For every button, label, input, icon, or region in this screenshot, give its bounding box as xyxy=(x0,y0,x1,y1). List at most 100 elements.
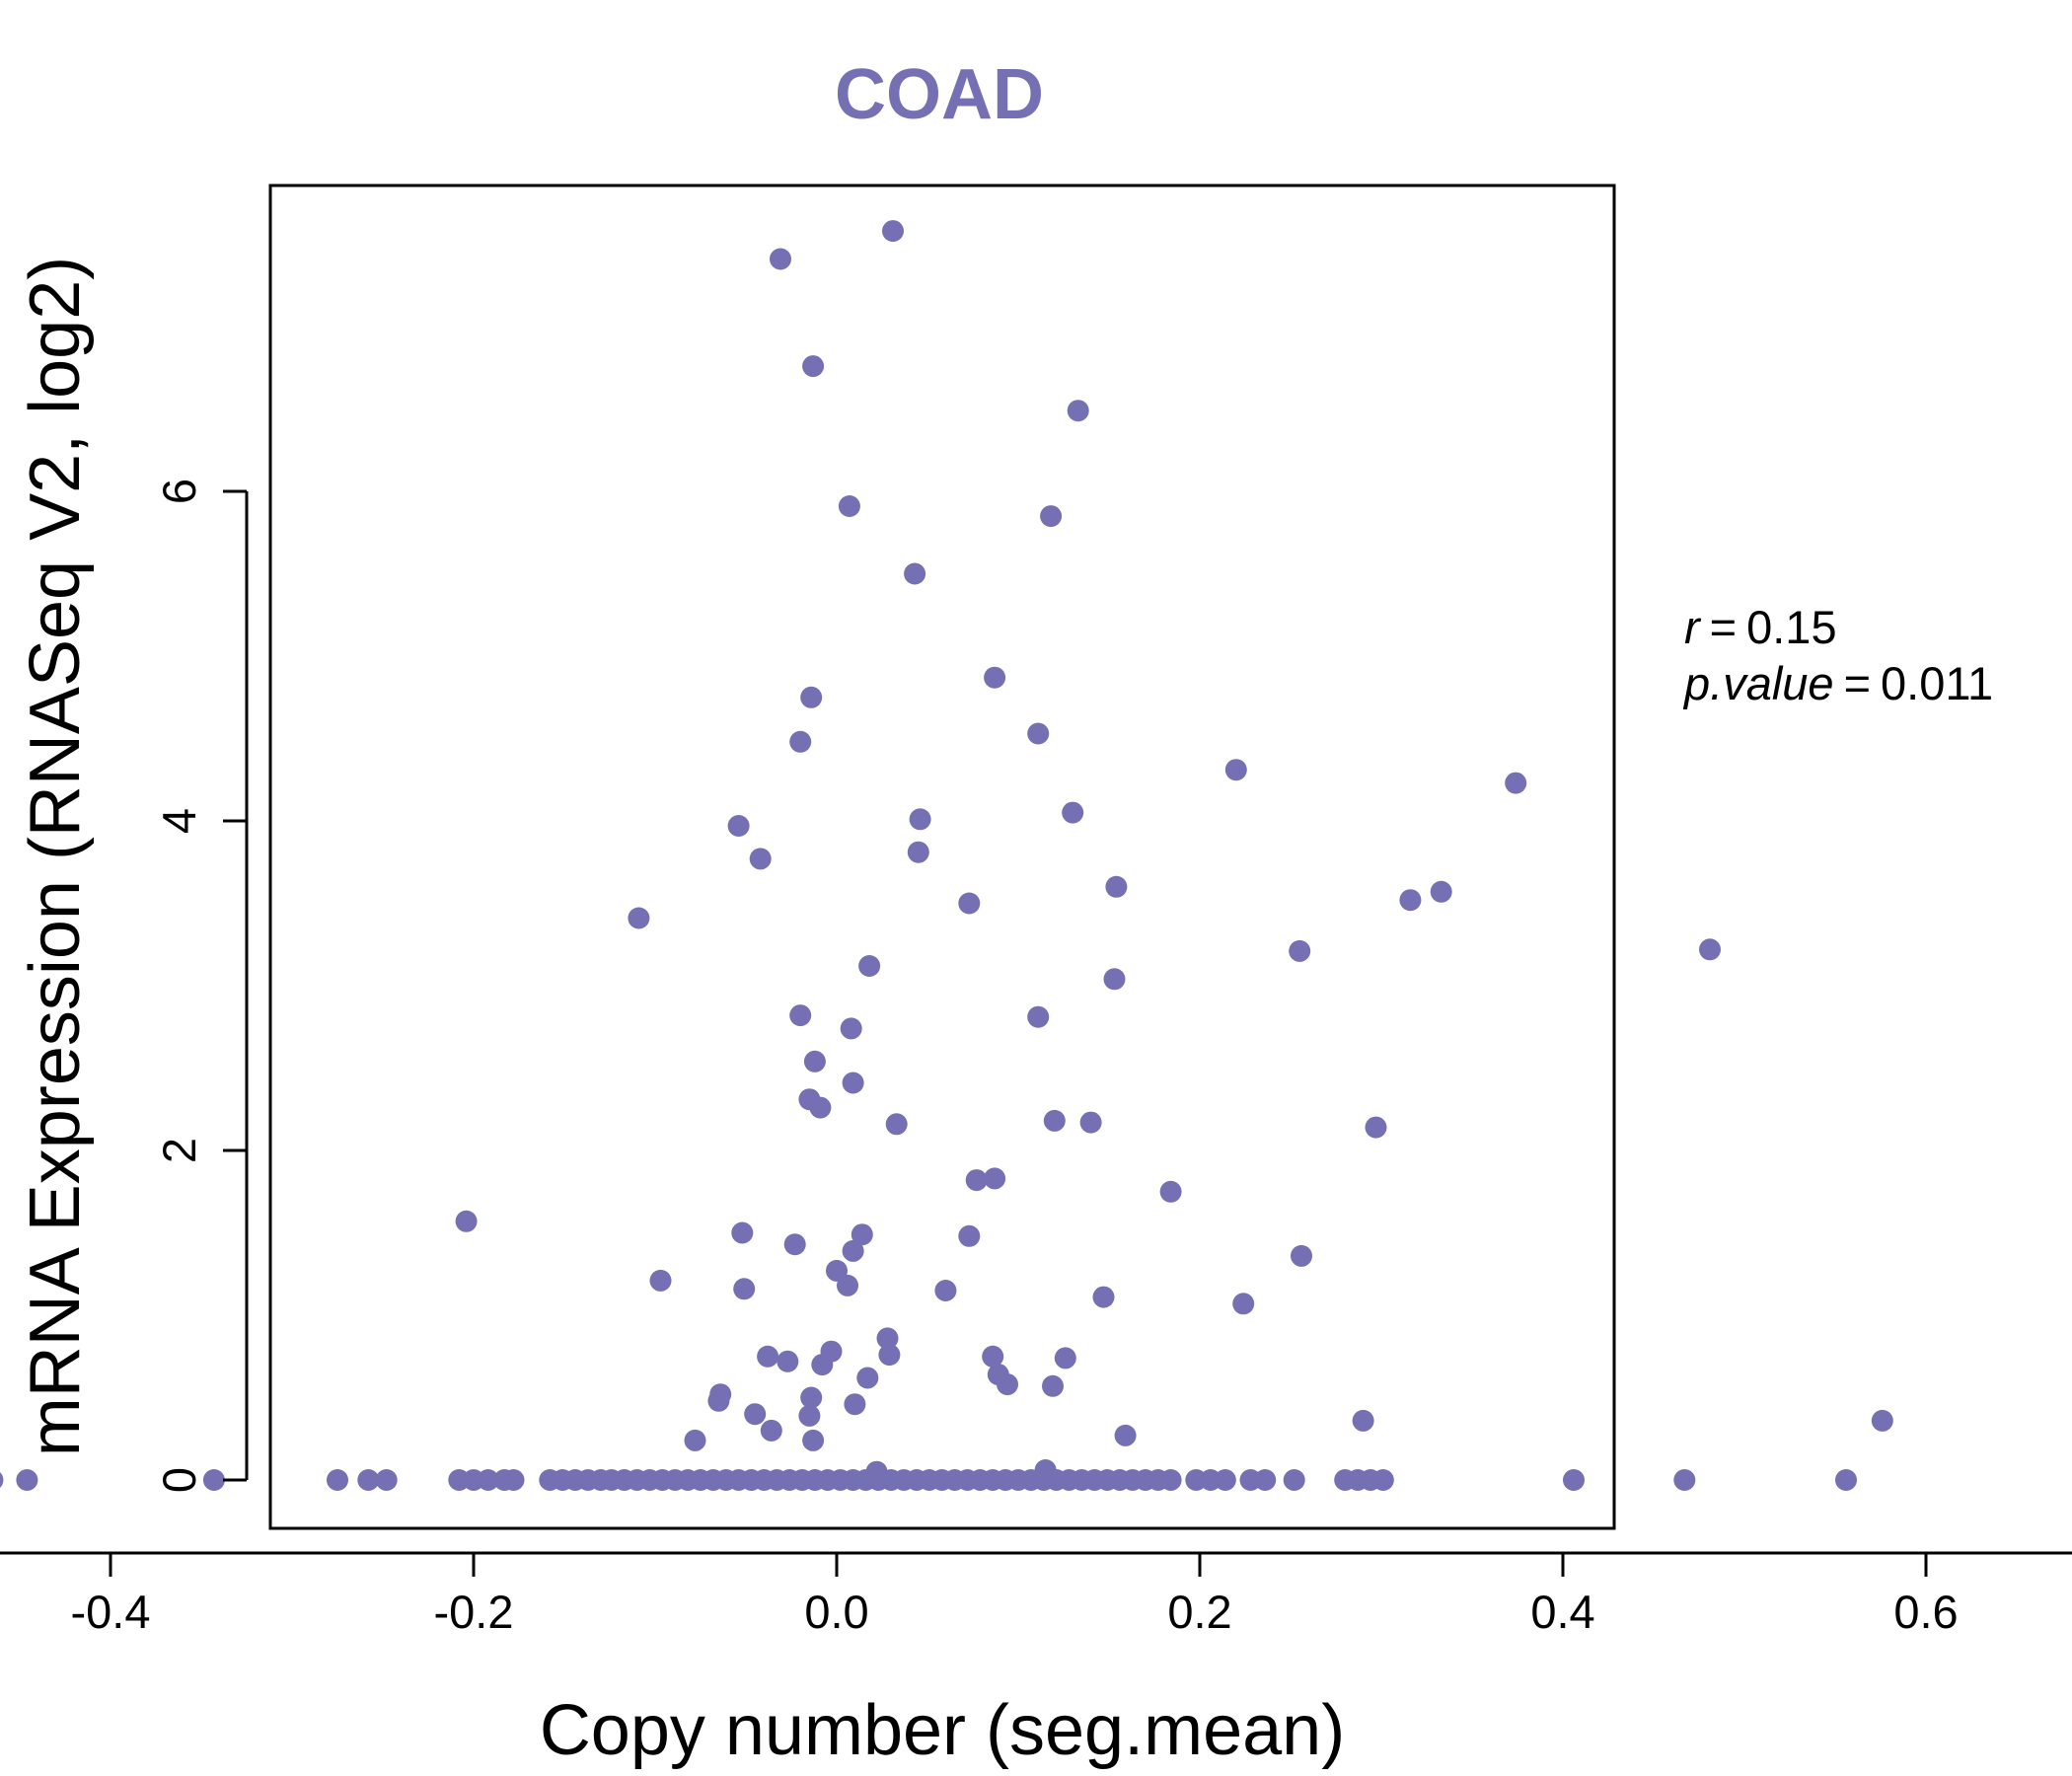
data-point xyxy=(628,907,650,929)
data-point xyxy=(1254,1469,1277,1491)
data-point xyxy=(851,1223,873,1246)
chart-title: COAD xyxy=(835,55,1044,134)
p-stat: p.value = 0.011 xyxy=(1682,657,1993,709)
p-label: p.value xyxy=(1682,657,1834,709)
data-point xyxy=(798,1404,821,1427)
data-point xyxy=(800,686,823,708)
data-point xyxy=(1105,875,1128,898)
data-point xyxy=(1159,1469,1182,1491)
r-value: 0.15 xyxy=(1746,601,1836,653)
data-point xyxy=(809,1096,832,1119)
data-point xyxy=(1365,1116,1387,1139)
data-point xyxy=(876,1327,899,1350)
data-point xyxy=(1430,880,1452,903)
data-point xyxy=(789,730,812,753)
data-point xyxy=(1224,759,1247,781)
data-point xyxy=(727,815,750,837)
data-point xyxy=(958,892,981,915)
data-point xyxy=(16,1469,38,1491)
data-point xyxy=(997,1373,1018,1396)
data-point xyxy=(858,955,881,977)
data-point xyxy=(842,1072,864,1094)
data-point xyxy=(838,495,860,517)
r-equals: = xyxy=(1710,601,1737,653)
y-tick-label: 0 xyxy=(153,1467,205,1493)
x-axis: -0.6-0.4-0.20.00.20.40.60.8 xyxy=(0,1551,2072,1638)
data-point xyxy=(684,1429,706,1451)
y-tick-label: 6 xyxy=(153,479,205,504)
data-point xyxy=(733,1278,756,1300)
data-point xyxy=(842,1239,864,1262)
data-point xyxy=(882,220,904,243)
data-point xyxy=(789,1004,812,1027)
data-point xyxy=(731,1221,754,1244)
data-point xyxy=(1040,505,1063,528)
data-point xyxy=(982,1345,1004,1368)
x-tick-label: -0.4 xyxy=(71,1586,151,1638)
data-point xyxy=(844,1393,866,1416)
data-point xyxy=(770,248,791,270)
p-value: 0.011 xyxy=(1881,657,1993,709)
data-point xyxy=(757,1345,779,1368)
data-point xyxy=(0,1472,4,1488)
data-point xyxy=(856,1367,879,1389)
data-point xyxy=(749,848,772,870)
data-point xyxy=(1027,1005,1050,1028)
data-point xyxy=(327,1469,348,1491)
data-point xyxy=(811,1354,834,1376)
data-point xyxy=(1399,889,1422,912)
data-point xyxy=(744,1403,767,1426)
data-point xyxy=(965,1169,988,1192)
x-tick-label: 0.6 xyxy=(1893,1586,1958,1638)
data-point xyxy=(1054,1347,1076,1369)
data-point xyxy=(502,1469,525,1491)
data-point xyxy=(1371,1469,1394,1491)
data-point xyxy=(1092,1286,1115,1308)
data-point xyxy=(202,1469,225,1491)
stats-annotation: r = 0.15 p.value = 0.011 xyxy=(1682,601,1993,709)
data-point xyxy=(477,1469,499,1491)
data-point xyxy=(1673,1469,1696,1491)
data-point xyxy=(1027,722,1050,745)
data-point xyxy=(878,1344,901,1367)
y-tick-label: 2 xyxy=(153,1138,205,1163)
data-point xyxy=(1042,1374,1064,1397)
data-point xyxy=(1699,938,1721,961)
data-point xyxy=(803,1050,826,1073)
data-point xyxy=(1159,1180,1182,1203)
data-point xyxy=(707,1389,730,1412)
data-point xyxy=(1563,1469,1585,1491)
data-point xyxy=(907,841,929,863)
data-point xyxy=(1062,801,1084,824)
data-point xyxy=(1352,1409,1374,1432)
plot-frame xyxy=(268,184,1616,1530)
data-point xyxy=(1291,1244,1312,1267)
data-point xyxy=(800,1386,823,1409)
data-point xyxy=(837,1274,858,1296)
data-point xyxy=(777,1350,799,1372)
x-tick-label: 0.4 xyxy=(1530,1586,1594,1638)
data-point xyxy=(1079,1111,1102,1134)
data-point xyxy=(1103,968,1126,991)
x-tick-label: -0.2 xyxy=(434,1586,514,1638)
data-point xyxy=(783,1233,806,1256)
data-point xyxy=(1043,1109,1066,1132)
data-point xyxy=(1283,1469,1305,1491)
data-point xyxy=(802,1429,825,1451)
data-point xyxy=(1289,939,1311,962)
data-point xyxy=(375,1469,398,1491)
data-point xyxy=(760,1419,782,1442)
data-point xyxy=(1505,772,1527,794)
y-axis: 0 2 4 6 xyxy=(153,479,249,1493)
data-point xyxy=(909,808,931,831)
data-point xyxy=(984,666,1006,689)
data-point xyxy=(1067,400,1089,422)
data-point xyxy=(1835,1469,1857,1491)
data-point xyxy=(984,1167,1006,1190)
r-label: r xyxy=(1684,601,1702,653)
y-axis-title: mRNA Expression (RNASeq V2, log2) xyxy=(16,257,95,1456)
data-point xyxy=(934,1280,957,1301)
x-axis-title: Copy number (seg.mean) xyxy=(540,1691,1345,1770)
